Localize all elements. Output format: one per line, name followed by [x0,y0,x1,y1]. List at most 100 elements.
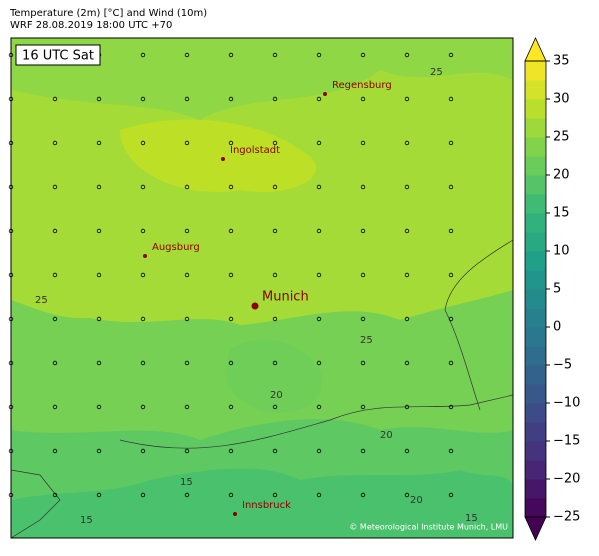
map-frame [10,37,514,539]
station [96,316,102,322]
station [228,228,234,234]
colorbar-tick-label: −5 [553,358,572,373]
station [96,492,102,498]
city-name: Innsbruck [242,500,291,511]
station [316,96,322,102]
station [272,96,278,102]
station [52,316,58,322]
city-name: Regensburg [332,80,392,91]
station [316,316,322,322]
wind-stations [8,52,454,498]
city-name: Augsburg [152,242,200,253]
station [448,272,454,278]
station [404,140,410,146]
station [52,228,58,234]
city-dot [221,157,225,161]
station [272,228,278,234]
station [316,140,322,146]
city-name: Munich [262,290,309,305]
station [272,52,278,58]
colorbar-band [525,422,546,442]
colorbar-tick-label: 0 [553,320,561,335]
station [316,448,322,454]
station [140,52,146,58]
station [404,272,410,278]
station [448,96,454,102]
colorbar-band [525,213,546,233]
contour-label: 20 [410,495,423,506]
city-dot [251,302,259,310]
station [272,316,278,322]
station [96,272,102,278]
station [404,228,410,234]
station [272,492,278,498]
contour-label: 15 [80,515,93,526]
station [140,184,146,190]
station [96,228,102,234]
contour-label: 20 [270,390,283,401]
station [448,492,454,498]
colorbar-tick-label: −15 [553,434,580,449]
station [360,360,366,366]
station [448,360,454,366]
colorbar-extend [524,516,547,541]
subtitle: WRF 28.08.2019 18:00 UTC +70 [10,20,172,31]
contour-label: 15 [465,513,478,524]
station [448,316,454,322]
colorbar-band [525,251,546,271]
station [448,228,454,234]
station [140,140,146,146]
station [184,52,190,58]
station [228,492,234,498]
station [52,492,58,498]
station [360,140,366,146]
station [404,184,410,190]
station [52,140,58,146]
colorbar-extend [524,37,547,62]
city-name: Ingolstadt [230,145,280,156]
station [184,448,190,454]
station [404,316,410,322]
temperature-field [11,38,513,538]
station [228,360,234,366]
station [360,404,366,410]
colorbar-band [525,137,546,157]
colorbar-band [525,498,546,518]
colorbar-band [525,308,546,328]
station [184,404,190,410]
contour-labels: 25 25 25 20 20 20 15 15 15 [35,67,478,526]
station [228,96,234,102]
station [52,360,58,366]
contour-label: 25 [35,295,48,306]
station [360,96,366,102]
station [316,228,322,234]
station [404,96,410,102]
city-dot [323,92,327,96]
station [184,272,190,278]
colorbar-band [525,460,546,480]
station [272,448,278,454]
colorbar-band [525,61,546,81]
station [228,316,234,322]
city-dot [143,254,147,258]
station [184,184,190,190]
station [316,272,322,278]
colorbar-band [525,289,546,309]
station [228,404,234,410]
colorbar-band [525,365,546,385]
colorbar-band [525,194,546,214]
colorbar: −25 −20 −15 −10 −5 0 5 10 15 20 25 30 35 [524,37,580,541]
colorbar-band [525,270,546,290]
station [316,184,322,190]
station [184,492,190,498]
colorbar-band [525,403,546,423]
station [140,360,146,366]
colorbar-tick-label: 15 [553,206,570,221]
station [360,448,366,454]
station [228,52,234,58]
colorbar-tick-label: 30 [553,92,570,107]
station [404,404,410,410]
colorbar-tick-label: 10 [553,244,570,259]
station [96,448,102,454]
contour-label: 25 [360,335,373,346]
